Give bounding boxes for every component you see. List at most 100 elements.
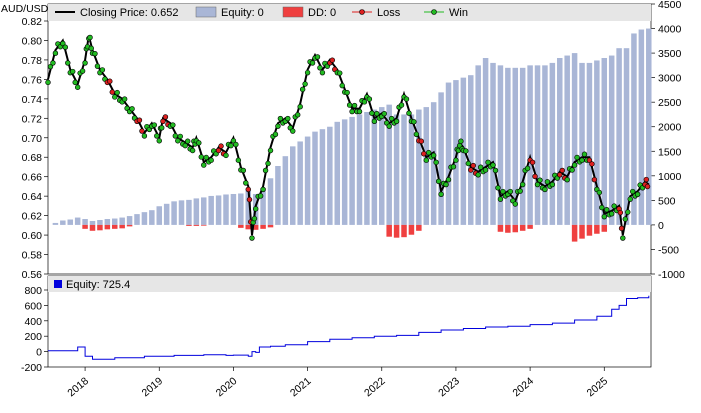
win-marker (172, 133, 179, 139)
win-marker (482, 167, 489, 173)
win-marker (277, 115, 284, 122)
win-marker (477, 164, 484, 170)
drawdown-bar (586, 224, 593, 236)
win-marker (361, 99, 368, 105)
win-marker (304, 69, 311, 76)
drawdown-bar (252, 224, 259, 230)
win-marker (599, 204, 605, 211)
win-marker (465, 160, 471, 167)
win-marker (371, 118, 378, 125)
x-tick-label: 2021 (288, 375, 314, 399)
win-marker (159, 125, 165, 131)
equity-bar (497, 65, 504, 225)
right-tick-label: 1000 (658, 171, 682, 183)
win-marker (99, 67, 106, 73)
win-marker (299, 86, 306, 93)
x-tick-label: 2023 (436, 375, 462, 399)
right-tick-label: 2000 (658, 122, 682, 134)
top-legend: Closing Price: 0.652 Equity: 0 DD: 0 Los… (55, 6, 468, 19)
equity-bar (349, 116, 355, 225)
win-marker (79, 68, 86, 74)
legend-equity-swatch (195, 6, 217, 18)
win-marker (45, 79, 51, 86)
equity-bar (201, 197, 207, 225)
equity-bar (386, 104, 392, 225)
equity-bar (453, 80, 459, 225)
win-marker (381, 110, 387, 117)
equity-bar (519, 67, 526, 225)
loss-marker (618, 225, 625, 232)
drawdown-bar (594, 224, 600, 234)
win-marker (87, 34, 93, 41)
win-marker (534, 181, 541, 188)
right-tick-label: 3000 (658, 73, 682, 85)
drawdown-bar (104, 224, 111, 230)
equity-bar (178, 200, 185, 225)
win-marker (386, 123, 392, 129)
equity-bar (475, 65, 481, 225)
equity-tick-label: 400 (24, 316, 42, 328)
equity-bar (119, 217, 125, 225)
equity-bar (430, 102, 437, 225)
win-marker (121, 96, 128, 102)
right-tick-label: 4500 (658, 0, 682, 11)
equity-bar (215, 195, 222, 225)
win-marker (62, 44, 69, 50)
win-marker (517, 188, 523, 194)
win-marker (490, 162, 496, 168)
loss-marker (418, 138, 425, 144)
win-marker (411, 119, 417, 125)
left-tick-label: 0.76 (22, 74, 43, 86)
win-marker (537, 177, 543, 183)
loss-marker (421, 151, 427, 157)
loss-marker (109, 89, 115, 95)
win-marker (198, 154, 204, 160)
win-marker (601, 213, 607, 220)
drawdown-bar (408, 224, 415, 235)
win-marker (251, 215, 258, 222)
equity-bar (230, 193, 237, 225)
drawdown-bar (579, 224, 585, 239)
win-marker (201, 162, 207, 168)
equity-bar (238, 193, 244, 225)
win-marker (542, 186, 548, 193)
loss-marker (245, 186, 251, 193)
equity-tick-label: 200 (24, 331, 42, 343)
win-marker (445, 176, 452, 183)
trade-markers (45, 34, 651, 241)
win-marker (569, 167, 575, 173)
win-marker (433, 159, 439, 166)
equity-bar (393, 114, 400, 225)
drawdown-bar (260, 224, 266, 229)
loss-marker (107, 78, 113, 84)
win-marker (611, 203, 617, 209)
equity-line (48, 295, 650, 360)
left-tick-label: 0.56 (22, 269, 43, 281)
loss-marker (529, 159, 536, 166)
win-marker (297, 104, 303, 110)
equity-bar (512, 67, 519, 225)
equity-bar (186, 199, 192, 225)
equity-axis-ticks: -200 0 200 400 600 800 (21, 285, 48, 374)
win-marker (574, 154, 580, 161)
equity-bar (126, 216, 133, 225)
equity-bar (223, 194, 229, 225)
drawdown-bar (416, 224, 422, 231)
equity-tick-label: 800 (24, 285, 42, 297)
x-tick-label: 2025 (585, 375, 611, 399)
left-tick-label: 0.62 (22, 211, 43, 223)
equity-bar (646, 28, 652, 225)
legend-dd-label: DD: 0 (308, 7, 336, 19)
win-marker (72, 79, 78, 86)
x-tick-label: 2020 (214, 375, 240, 399)
legend-equity-line-label: Equity: 725.4 (66, 279, 130, 291)
win-marker (634, 191, 641, 197)
drawdown-bar (571, 224, 578, 242)
win-marker (114, 89, 120, 96)
win-marker (596, 189, 603, 196)
equity-bar (82, 219, 88, 225)
win-marker (627, 196, 633, 202)
win-marker (70, 68, 76, 75)
